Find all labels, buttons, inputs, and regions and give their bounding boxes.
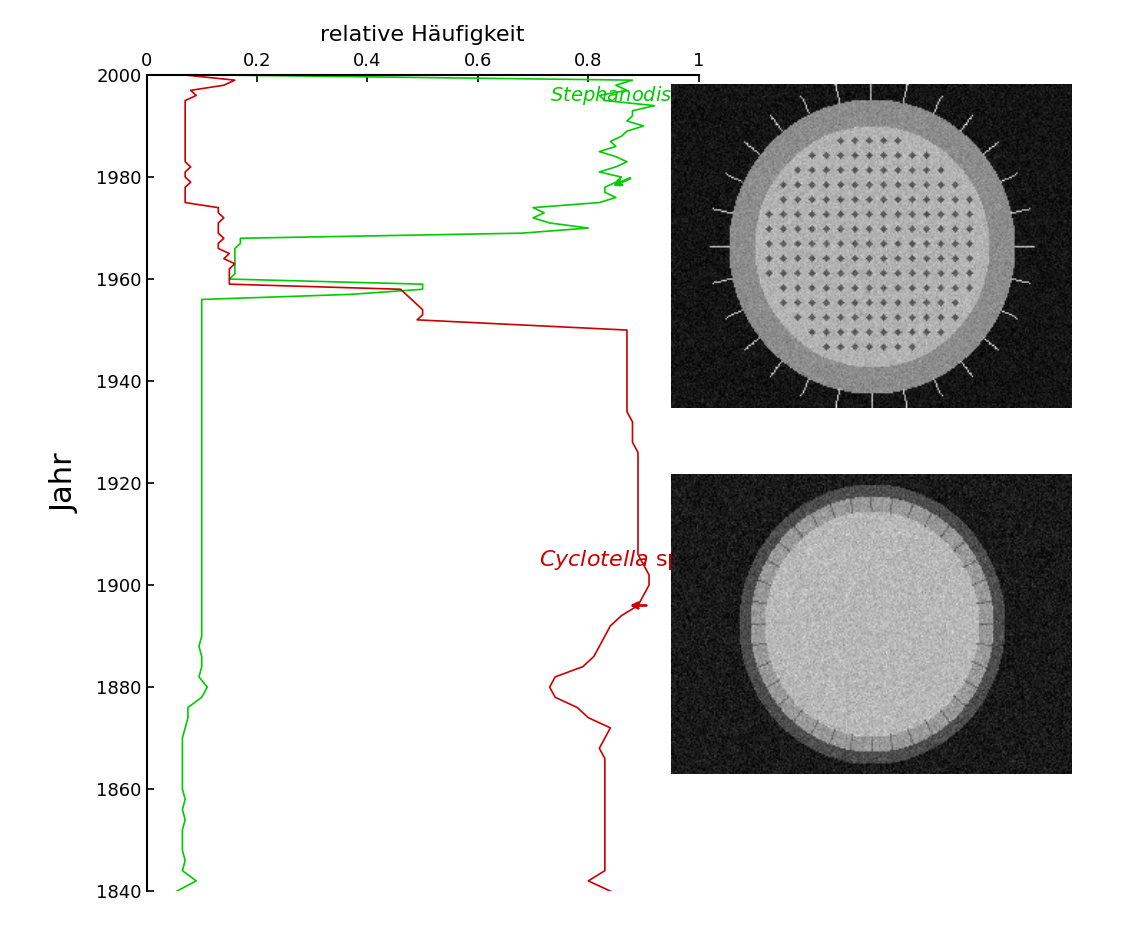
Text: $\it{Stephanodiscus}$ sp.: $\it{Stephanodiscus}$ sp. — [550, 83, 738, 107]
Y-axis label: Jahr: Jahr — [51, 453, 79, 513]
X-axis label: relative Häufigkeit: relative Häufigkeit — [320, 25, 525, 45]
Text: $\it{Cyclotella}$ sp.: $\it{Cyclotella}$ sp. — [539, 548, 687, 571]
